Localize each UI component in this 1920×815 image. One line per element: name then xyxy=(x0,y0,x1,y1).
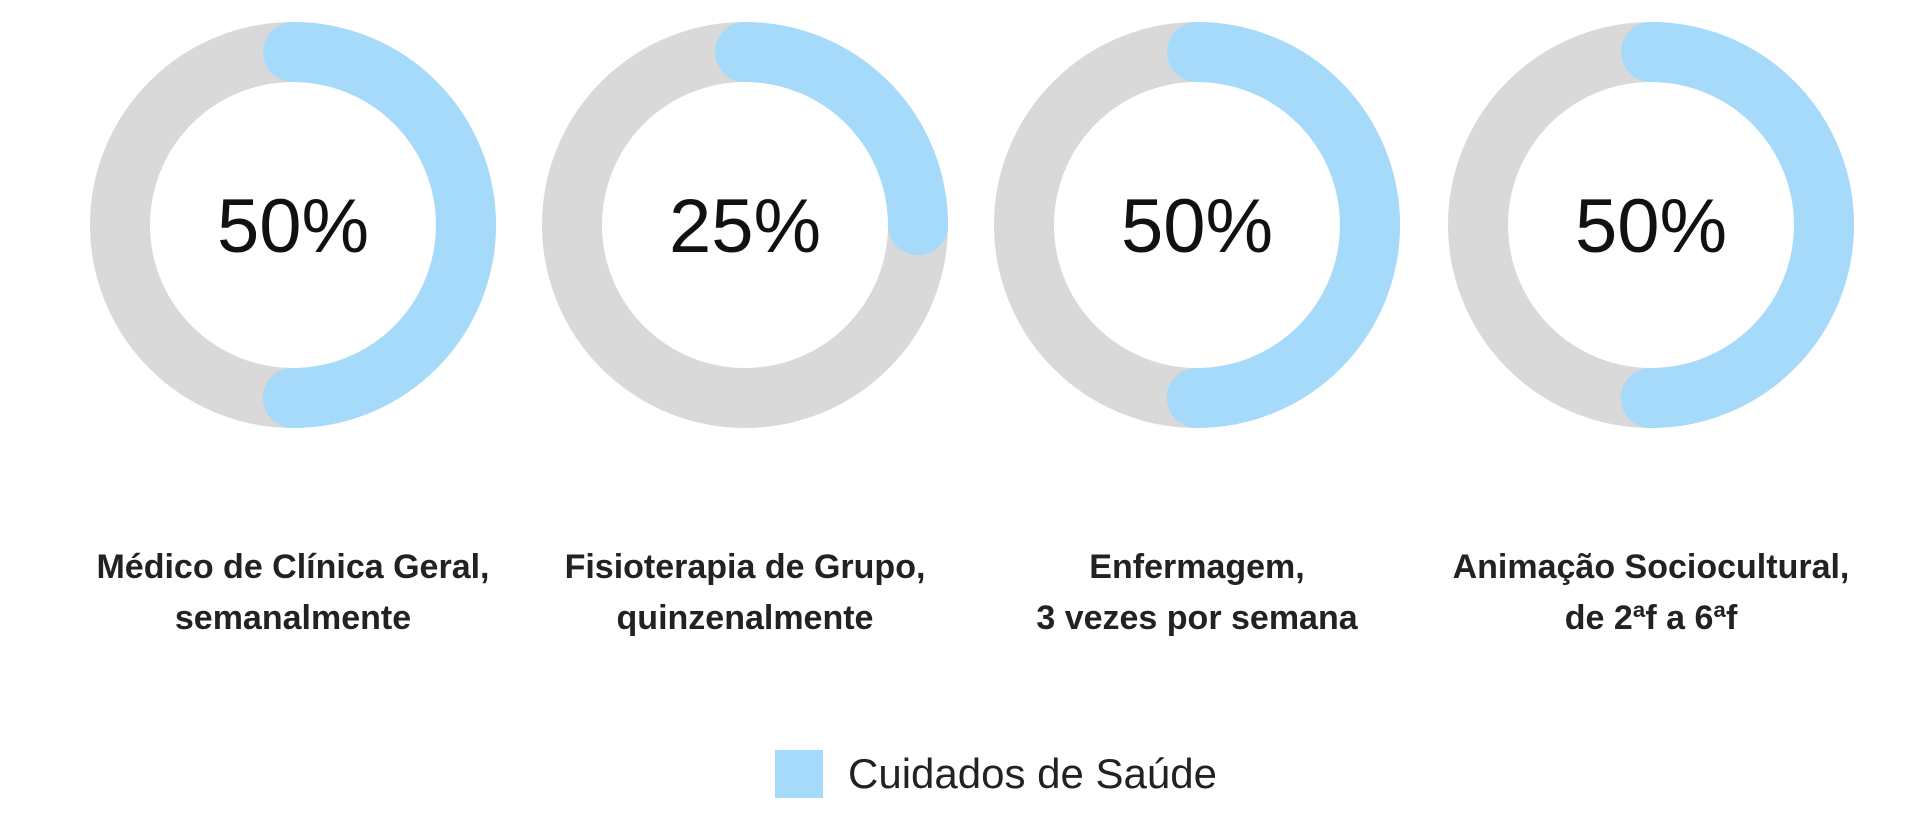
donut-arc xyxy=(542,22,948,428)
category-label-group: Médico de Clínica Geral, semanalmente Fisi… xyxy=(96,548,1849,637)
category-label-line: Fisioterapia de Grupo, xyxy=(565,548,926,586)
legend-swatch xyxy=(775,750,823,798)
donut-2: 25% xyxy=(542,22,948,428)
category-label-line: Animação Sociocultural, xyxy=(1453,548,1850,586)
donut-value-label: 25% xyxy=(669,184,821,269)
donut-arc xyxy=(1448,22,1854,428)
donut-value-label: 50% xyxy=(1575,184,1727,269)
donut-value-label: 50% xyxy=(1121,184,1273,269)
donut-3: 50% xyxy=(994,22,1400,428)
donut-group: 50% 25% 50% 50% xyxy=(90,22,1854,428)
donut-arc xyxy=(994,22,1400,428)
donut-value-label: 50% xyxy=(217,184,369,269)
category-label-line: de 2ªf a 6ªf xyxy=(1565,599,1738,637)
category-label-line: semanalmente xyxy=(175,599,411,637)
legend: Cuidados de Saúde xyxy=(775,750,1217,798)
donut-1: 50% xyxy=(90,22,496,428)
category-label-line: quinzenalmente xyxy=(617,599,874,637)
category-label-line: Médico de Clínica Geral, xyxy=(96,548,489,586)
category-label-line: Enfermagem, xyxy=(1089,548,1304,586)
legend-label: Cuidados de Saúde xyxy=(848,750,1217,797)
donut-4: 50% xyxy=(1448,22,1854,428)
donut-arc xyxy=(90,22,496,428)
category-label-line: 3 vezes por semana xyxy=(1036,599,1358,637)
